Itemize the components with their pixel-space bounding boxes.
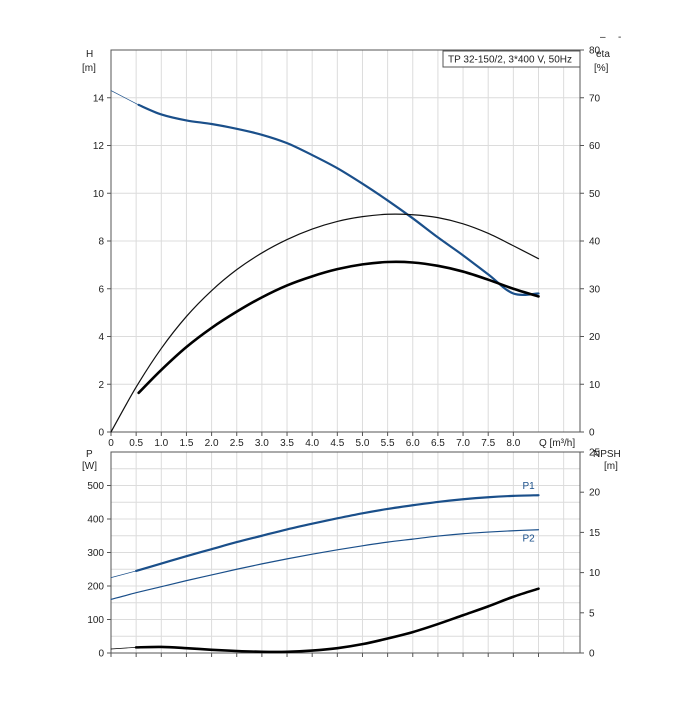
y-right-tick-label: 60 — [589, 141, 601, 152]
x-tick-label: 1.0 — [154, 438, 168, 449]
y-left-tick-label: 6 — [98, 284, 104, 295]
series-line — [110, 213, 540, 433]
x-tick-label: 1.5 — [179, 438, 193, 449]
y-left-tick-label: 10 — [93, 189, 105, 200]
x-tick-label: 7.0 — [456, 438, 470, 449]
power-npsh-plot: 0 100 200 300 400 500 0 5 10 15 20 25 P[W] NPSH[m] P1 P… — [82, 448, 621, 660]
y-left-tick-label: 14 — [93, 93, 105, 104]
head-efficiency-plot: 0 2 4 6 8 10 12 14 0 10 20 30 40 50 60 70 80 H [m] eta [%] 0 0… — [82, 46, 610, 450]
y-left-axis-label: H — [86, 49, 93, 60]
series-label: P2 — [523, 534, 536, 545]
legend-text: TP 32-150/2, 3*400 V, 50Hz — [448, 55, 572, 66]
y-right-tick-label: 0 — [589, 649, 595, 660]
series-line — [134, 587, 540, 654]
series-line — [110, 570, 137, 578]
more-control[interactable]: - — [618, 32, 621, 43]
minimize-control[interactable]: – — [600, 32, 606, 43]
y-left-axis-unit: [m] — [82, 63, 96, 74]
y-right-tick-label: 80 — [589, 46, 601, 57]
series-line — [137, 260, 540, 395]
y-right-tick-label: 30 — [589, 284, 601, 295]
y-left-tick-label: 0 — [98, 428, 104, 439]
y-right-axis-unit: [m] — [604, 461, 618, 472]
series-label: P1 — [523, 481, 536, 492]
series-line — [110, 529, 540, 600]
x-tick-label: 7.5 — [481, 438, 495, 449]
x-tick-label: 4.5 — [330, 438, 344, 449]
x-tick-label: 2.0 — [205, 438, 219, 449]
y-right-axis-unit: [%] — [594, 63, 609, 74]
y-right-tick-label: 15 — [589, 528, 601, 539]
y-right-tick-label: 40 — [589, 237, 601, 248]
x-tick-label: 6.5 — [431, 438, 445, 449]
y-left-tick-label: 8 — [98, 237, 104, 248]
y-right-tick-label: 0 — [589, 428, 595, 439]
x-tick-label: 3.0 — [255, 438, 269, 449]
x-tick-label: 5.0 — [356, 438, 370, 449]
y-right-tick-label: 5 — [589, 608, 595, 619]
y-left-tick-label: 200 — [87, 582, 104, 593]
y-left-tick-label: 400 — [87, 515, 104, 526]
x-axis-unit-label: Q [m³/h] — [539, 438, 575, 449]
y-left-tick-label: 4 — [98, 332, 104, 343]
y-left-tick-label: 500 — [87, 481, 104, 492]
y-right-axis-label: eta — [596, 49, 610, 60]
y-left-axis-label: P — [86, 449, 93, 460]
series-line — [110, 90, 140, 106]
legend-box — [442, 50, 581, 68]
series-line — [110, 647, 137, 650]
x-tick-label: 2.5 — [230, 438, 244, 449]
x-tick-label: 3.5 — [280, 438, 294, 449]
y-right-tick-label: 20 — [589, 332, 601, 343]
y-right-tick-label: 25 — [589, 448, 601, 459]
y-left-tick-label: 300 — [87, 548, 104, 559]
series-line — [137, 103, 540, 297]
x-tick-label: 0 — [108, 438, 114, 449]
y-right-axis-label: NPSH — [593, 449, 621, 460]
y-right-tick-label: 50 — [589, 189, 601, 200]
y-left-tick-label: 0 — [98, 649, 104, 660]
series-line — [135, 494, 540, 573]
x-tick-label: 4.0 — [305, 438, 319, 449]
y-left-tick-label: 12 — [93, 141, 105, 152]
x-tick-label: 0.5 — [129, 438, 143, 449]
y-right-tick-label: 70 — [589, 93, 601, 104]
x-tick-label: 6.0 — [406, 438, 420, 449]
y-right-tick-label: 20 — [589, 488, 601, 499]
x-tick-label: 8.0 — [506, 438, 520, 449]
y-right-tick-label: 10 — [589, 380, 601, 391]
y-right-tick-label: 10 — [589, 568, 601, 579]
x-tick-label: 5.5 — [381, 438, 395, 449]
y-left-tick-label: 100 — [87, 615, 104, 626]
y-left-axis-unit: [W] — [82, 461, 97, 472]
y-left-tick-label: 2 — [98, 380, 104, 391]
window-controls[interactable]: – - — [600, 32, 621, 43]
